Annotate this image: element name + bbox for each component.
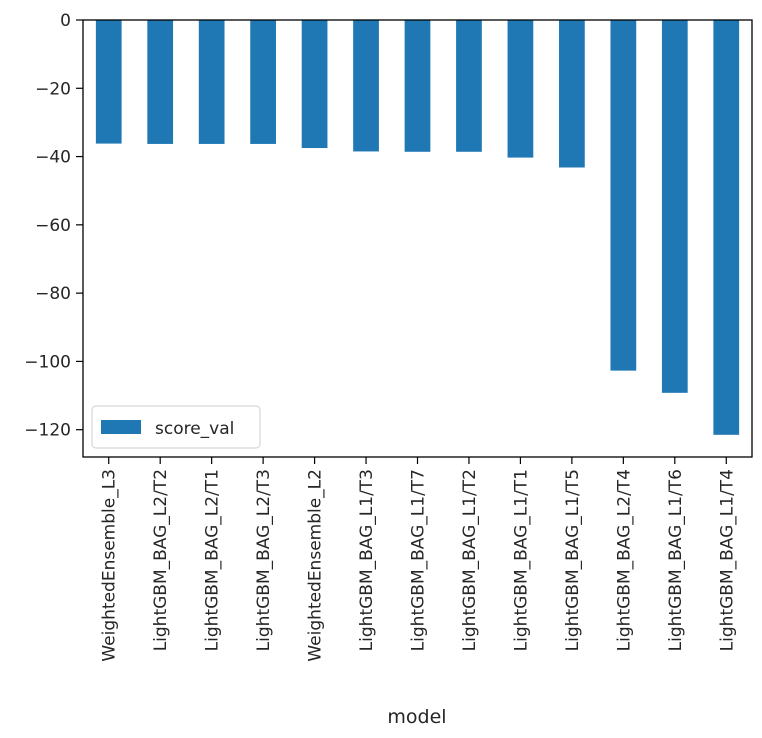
bar-4 [301, 20, 328, 149]
legend-box [91, 405, 261, 449]
x-tick-label: LightGBM_BAG_L2/T2 [151, 469, 171, 651]
x-tick-label: LightGBM_BAG_L1/T2 [460, 469, 480, 651]
bar-6 [404, 20, 431, 152]
bar-8 [507, 20, 534, 158]
x-tick-label: LightGBM_BAG_L1/T4 [717, 469, 737, 651]
bar-11 [661, 20, 688, 393]
bar-1 [147, 20, 174, 144]
ticks-layer: 0 −20 −40 −60 −80 −100 −120 WeightedEnsemble_L3… [24, 11, 737, 662]
x-tick-label: WeightedEnsemble_L3 [100, 469, 120, 662]
bar-12 [713, 20, 740, 435]
y-tick-label: −80 [35, 284, 71, 304]
y-tick-label: −40 [35, 148, 71, 168]
bar-5 [353, 20, 379, 152]
y-tick-label: −60 [35, 216, 71, 236]
y-tick-label: −120 [24, 421, 71, 441]
bar-3 [250, 20, 276, 144]
y-tick-label: −100 [24, 352, 71, 372]
x-tick-label: LightGBM_BAG_L1/T1 [511, 469, 531, 651]
legend-swatch [101, 420, 141, 434]
x-tick-label: LightGBM_BAG_L1/T5 [563, 469, 583, 651]
x-tick-label: LightGBM_BAG_L2/T3 [254, 469, 274, 651]
x-tick-label: WeightedEnsemble_L2 [306, 469, 326, 662]
legend-label: score_val [155, 419, 234, 439]
x-tick-label: LightGBM_BAG_L1/T7 [409, 469, 429, 651]
bar-9 [559, 20, 585, 168]
x-tick-label: LightGBM_BAG_L2/T1 [203, 469, 223, 651]
x-axis-label: model [387, 706, 446, 728]
bar-0 [95, 20, 122, 144]
bars-layer [95, 20, 740, 435]
bar-7 [456, 20, 482, 152]
x-tick-label: LightGBM_BAG_L1/T3 [357, 469, 377, 651]
y-tick-label: 0 [60, 11, 71, 31]
y-tick-label: −20 [35, 79, 71, 99]
bar-2 [198, 20, 225, 144]
x-tick-label: LightGBM_BAG_L1/T6 [666, 469, 686, 651]
x-tick-label: LightGBM_BAG_L2/T4 [614, 469, 634, 651]
bar-10 [610, 20, 637, 371]
legend: score_val [91, 405, 261, 449]
